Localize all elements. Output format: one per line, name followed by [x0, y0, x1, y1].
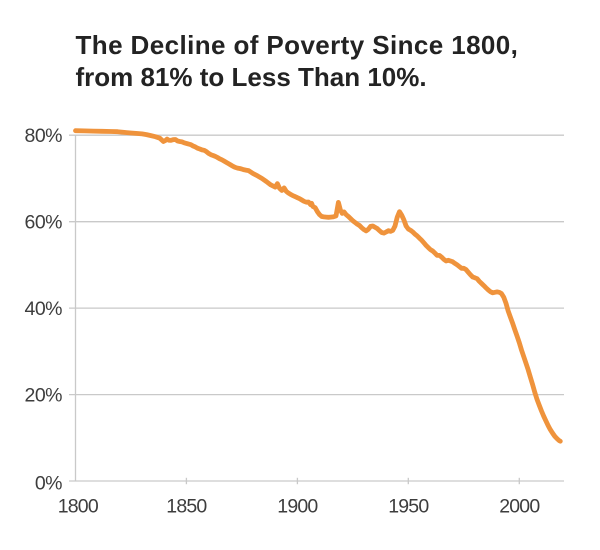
svg-text:2000: 2000 [499, 496, 540, 518]
svg-text:1900: 1900 [277, 496, 318, 518]
svg-text:1850: 1850 [166, 496, 207, 518]
svg-text:60%: 60% [24, 212, 62, 234]
svg-text:80%: 80% [24, 125, 62, 147]
svg-text:0%: 0% [35, 473, 62, 495]
svg-text:20%: 20% [24, 385, 62, 407]
svg-text:The Decline of Poverty Since 1: The Decline of Poverty Since 1800, [76, 30, 519, 60]
svg-text:40%: 40% [24, 298, 62, 320]
svg-text:1800: 1800 [58, 496, 99, 518]
svg-text:1950: 1950 [388, 496, 429, 518]
svg-text:from 81% to Less Than 10%.: from 81% to Less Than 10%. [76, 62, 427, 92]
